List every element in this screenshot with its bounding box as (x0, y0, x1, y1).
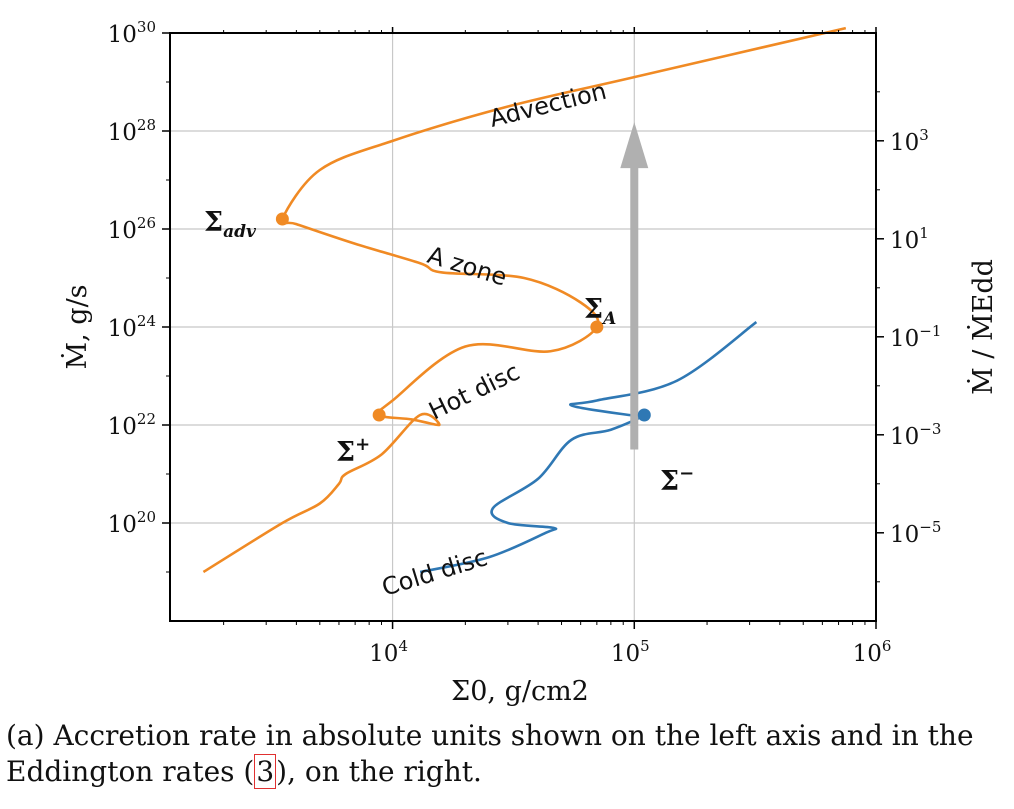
markers-layer (275, 212, 651, 422)
y-right-tick-label: 10−1 (890, 322, 941, 352)
y-right-tick-label: 10−3 (890, 420, 941, 450)
caption-text-end: ), on the right. (276, 755, 482, 788)
arrow-shaft (630, 166, 639, 450)
label-sigma-adv: Σadv (204, 207, 257, 242)
y-tick-label: 1020 (108, 508, 156, 538)
ticks-layer: 104 105 106 1020 1022 1024 1026 1028 1030 103 101 1… (108, 18, 942, 667)
y-right-tick-label: 10−5 (890, 518, 941, 548)
y-tick-label: 1024 (108, 312, 156, 342)
x-tick-label: 105 (611, 637, 650, 667)
marker-sigma-plus (372, 408, 386, 422)
y-axis-label-right: Ṁ / ṀEdd (966, 259, 999, 395)
y-right-tick-label: 103 (890, 126, 929, 156)
y-tick-label: 1030 (108, 18, 156, 48)
y-tick-label: 1028 (108, 116, 156, 146)
label-sigma-minus: Σ− (660, 463, 694, 497)
label-sigma-plus: Σ+ (336, 434, 370, 468)
series-line-cold-branch (419, 321, 758, 574)
label-advection: Advection (487, 77, 610, 133)
marker-sigma-a (590, 320, 604, 334)
figure: 104 105 106 1020 1022 1024 1026 1028 1030 103 101 1… (60, 18, 999, 707)
transition-arrow (620, 122, 649, 450)
caption-text: (a) Accretion rate in absolute units sho… (6, 719, 974, 788)
label-a-zone: A zone (424, 241, 510, 292)
x-tick-label: 104 (369, 637, 408, 667)
y-tick-label: 1022 (108, 410, 156, 440)
label-sigma-a: ΣA (584, 294, 616, 329)
caption-reference-link[interactable]: 3 (254, 754, 277, 789)
x-axis-label: Σ0, g/cm2 (451, 676, 589, 707)
marker-sigma-adv (275, 212, 289, 226)
y-axis-label-left: Ṁ, g/s (60, 284, 93, 369)
y-right-tick-label: 101 (890, 224, 929, 254)
y-tick-label: 1026 (108, 214, 156, 244)
x-tick-label: 106 (853, 637, 892, 667)
arrow-head (620, 122, 649, 169)
marker-sigma-minus (637, 408, 651, 422)
figure-caption: (a) Accretion rate in absolute units sho… (6, 718, 1006, 790)
label-hot-disc: Hot disc (424, 358, 524, 426)
label-cold-disc: Cold disc (379, 543, 491, 602)
